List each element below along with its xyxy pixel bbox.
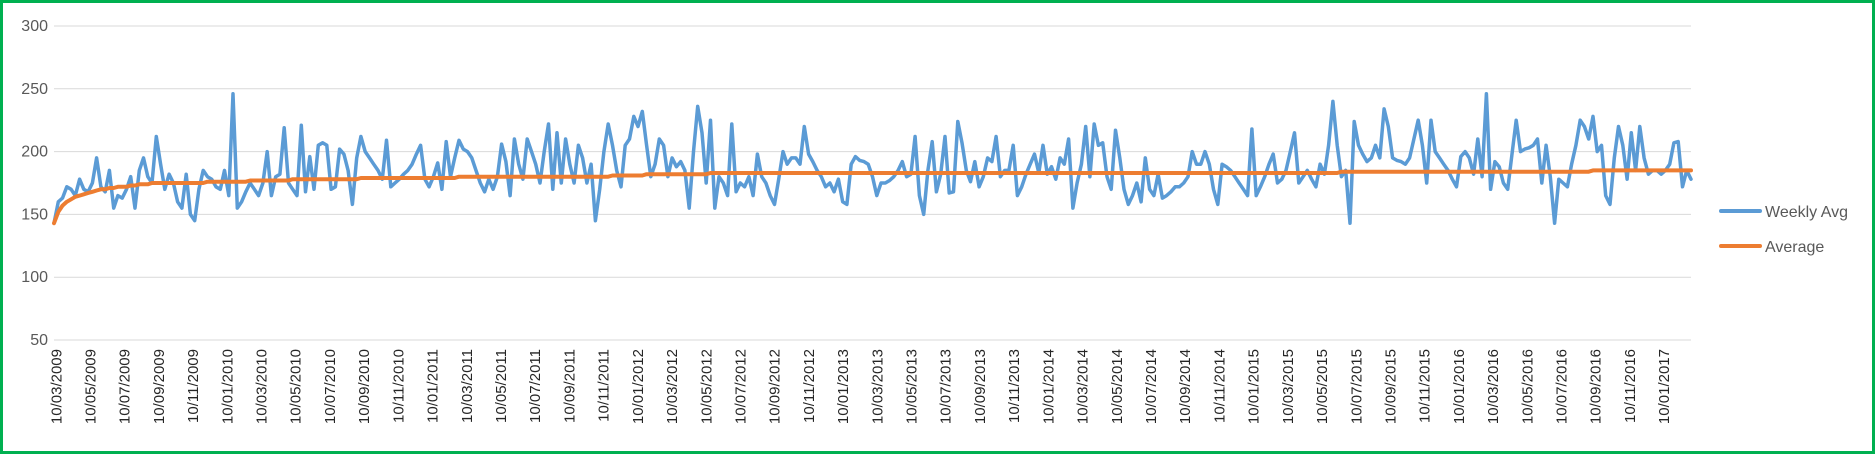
x-tick-label: 10/03/2013 [869,349,886,424]
x-tick-label: 10/05/2010 [288,349,305,424]
y-tick-label: 50 [30,332,48,349]
legend-label: Average [1765,239,1824,256]
x-tick-label: 10/09/2011 [561,349,578,423]
x-tick-label: 10/11/2016 [1622,349,1639,423]
x-tick-label: 10/01/2011 [425,349,442,423]
x-tick-label: 10/11/2011 [596,349,613,422]
x-tick-label: 10/03/2012 [664,349,681,424]
x-tick-label: 10/07/2012 [732,349,749,424]
y-tick-label: 300 [21,18,48,35]
y-tick-label: 150 [21,206,48,223]
x-tick-label: 10/07/2016 [1554,349,1571,424]
series-line-weekly-avg [52,92,1693,225]
x-tick-label: 10/11/2013 [1006,349,1023,423]
x-tick-label: 10/01/2013 [835,349,852,424]
x-tick-label: 10/07/2011 [527,349,544,423]
x-tick-label: 10/05/2009 [82,349,99,424]
x-tick-label: 10/11/2014 [1211,349,1228,423]
legend-label: Weekly Avg [1765,204,1848,221]
x-tick-label: 10/03/2015 [1280,349,1297,424]
x-tick-label: 10/09/2014 [1177,349,1194,424]
x-tick-label: 10/05/2011 [493,349,510,423]
x-tick-label: 10/01/2015 [1246,349,1263,424]
x-tick-label: 10/01/2016 [1451,349,1468,424]
x-tick-label: 10/09/2012 [767,349,784,424]
x-tick-label: 10/05/2013 [904,349,921,424]
x-tick-label: 10/09/2015 [1382,349,1399,424]
x-tick-label: 10/05/2014 [1109,349,1126,424]
x-tick-label: 10/01/2010 [219,349,236,424]
x-tick-label: 10/07/2010 [322,349,339,424]
y-tick-label: 200 [21,144,48,161]
x-tick-label: 10/01/2017 [1656,349,1673,424]
x-tick-label: 10/05/2015 [1314,349,1331,424]
x-tick-label: 10/03/2010 [254,349,271,424]
x-tick-label: 10/07/2013 [938,349,955,424]
legend: Weekly Avg Average [1719,204,1848,256]
x-tick-label: 10/03/2011 [459,349,476,423]
x-tick-label: 10/01/2012 [630,349,647,424]
y-tick-label: 250 [21,81,48,98]
x-tick-label: 10/11/2015 [1417,349,1434,423]
x-tick-label: 10/09/2013 [972,349,989,424]
x-tick-label: 10/11/2012 [801,349,818,423]
x-tick-label: 10/01/2014 [1040,349,1057,424]
x-tick-label: 10/09/2016 [1588,349,1605,424]
x-tick-label: 10/07/2015 [1348,349,1365,424]
x-tick-label: 10/03/2014 [1075,349,1092,424]
x-tick-label: 10/09/2010 [356,349,373,424]
series-line-average [52,168,1693,226]
x-tick-label: 10/11/2010 [390,349,407,423]
y-tick-label: 100 [21,269,48,286]
x-tick-label: 10/07/2014 [1143,349,1160,424]
x-tick-label: 10/09/2009 [151,349,168,424]
y-axis-tick-labels: 50 100 150 200 250 300 [21,18,48,349]
x-axis-tick-labels: 10/03/2009 10/05/2009 10/07/2009 10/09/2009… [48,349,1673,424]
x-tick-label: 10/03/2016 [1485,349,1502,424]
x-tick-label: 10/07/2009 [117,349,134,424]
x-tick-label: 10/05/2012 [698,349,715,424]
x-tick-label: 10/11/2009 [185,349,202,423]
x-tick-label: 10/03/2009 [48,349,65,424]
series-lines [52,92,1693,226]
x-tick-label: 10/05/2016 [1519,349,1536,424]
